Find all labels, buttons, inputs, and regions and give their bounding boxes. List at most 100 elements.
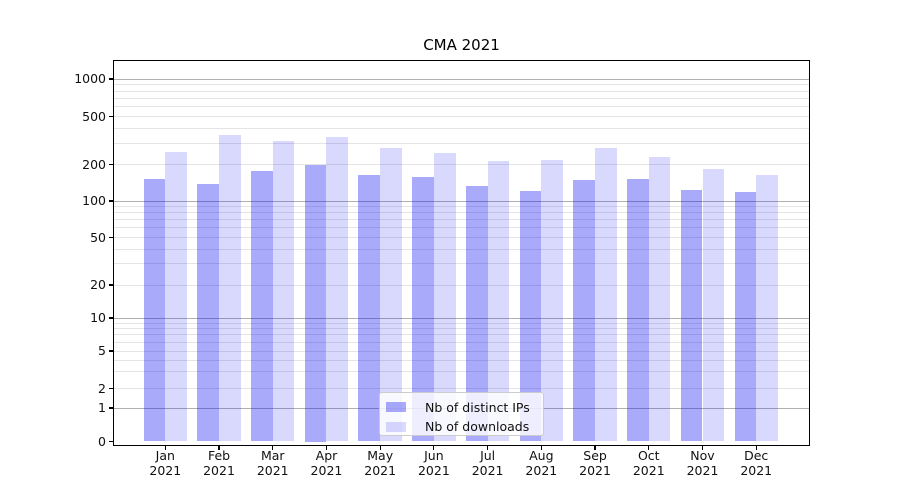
x-tick-label-mar-2021: Mar 2021: [256, 448, 289, 478]
bar-nb-of-downloads-jul-2021: [487, 160, 510, 442]
x-tick-jul-2021: [487, 446, 489, 450]
x-tick-label-jul-2021: Jul 2021: [471, 448, 504, 478]
legend-label-distinct-ips: Nb of distinct IPs: [425, 399, 530, 415]
x-tick-feb-2021: [218, 446, 220, 450]
gridline-minor-700: [113, 97, 810, 99]
x-tick-dec-2021: [755, 446, 757, 450]
y-tick-label-2: 2: [98, 380, 106, 396]
bar-nb-of-downloads-nov-2021: [702, 168, 725, 442]
bar-nb-of-distinct-ips-mar-2021: [251, 171, 273, 442]
x-tick-sep-2021: [594, 446, 596, 450]
legend-swatch-distinct-ips: [386, 402, 406, 412]
y-tick-label-50: 50: [90, 229, 106, 245]
bar-nb-of-downloads-oct-2021: [648, 156, 671, 442]
gridline-minor-8: [113, 328, 810, 330]
y-tick-0: [109, 440, 113, 443]
bar-nb-of-downloads-jun-2021: [433, 153, 456, 442]
gridline-minor-80: [113, 212, 810, 214]
gridline-minor-500: [113, 116, 810, 117]
y-tick-50: [109, 236, 113, 239]
x-tick-mar-2021: [272, 446, 274, 450]
bar-nb-of-downloads-jan-2021: [165, 151, 187, 442]
gridline-minor-3: [113, 371, 810, 373]
bar-nb-of-downloads-mar-2021: [272, 140, 295, 442]
x-tick-aug-2021: [540, 446, 542, 450]
gridline-minor-900: [113, 84, 810, 86]
x-tick-label-sep-2021: Sep 2021: [579, 448, 611, 478]
gridline-minor-4: [113, 359, 810, 361]
bar-nb-of-distinct-ips-feb-2021: [197, 184, 219, 442]
gridline-major-100: [113, 200, 810, 202]
x-tick-apr-2021: [325, 446, 328, 450]
legend-label-downloads: Nb of downloads: [425, 419, 530, 434]
x-tick-nov-2021: [701, 446, 704, 450]
y-tick-label-500: 500: [82, 108, 106, 124]
x-tick-label-nov-2021: Nov 2021: [686, 448, 719, 478]
bar-nb-of-distinct-ips-may-2021: [358, 174, 381, 442]
bar-nb-of-distinct-ips-jan-2021: [143, 178, 166, 442]
gridline-minor-300: [113, 142, 810, 144]
y-tick-label-1: 1: [98, 400, 106, 415]
gridline-minor-7: [113, 334, 810, 336]
x-tick-label-apr-2021: Apr 2021: [310, 448, 343, 478]
bar-nb-of-distinct-ips-jul-2021: [465, 185, 488, 442]
bar-nb-of-distinct-ips-nov-2021: [680, 190, 703, 442]
x-tick-label-oct-2021: Oct 2021: [632, 448, 665, 478]
gridline-minor-800: [113, 90, 810, 92]
y-tick-20: [109, 284, 113, 286]
y-tick-label-1000: 1000: [74, 71, 106, 86]
y-tick-label-0: 0: [98, 433, 106, 449]
gridline-minor-5: [113, 350, 810, 352]
gridline-minor-6: [113, 341, 810, 343]
gridline-minor-90: [113, 206, 810, 208]
bar-nb-of-downloads-aug-2021: [541, 159, 564, 442]
gridline-minor-2: [113, 388, 810, 389]
plot-area-border: [113, 60, 810, 446]
bar-nb-of-distinct-ips-oct-2021: [627, 178, 649, 442]
y-tick-label-100: 100: [82, 193, 106, 208]
x-tick-label-jun-2021: Jun 2021: [417, 448, 450, 478]
x-tick-may-2021: [379, 446, 381, 450]
gridline-minor-70: [113, 219, 810, 221]
x-tick-jun-2021: [433, 446, 435, 450]
gridline-minor-400: [113, 127, 810, 129]
x-tick-oct-2021: [648, 446, 650, 450]
x-tick-label-jan-2021: Jan 2021: [149, 448, 182, 478]
y-tick-500: [109, 115, 113, 118]
y-tick-label-200: 200: [82, 156, 106, 172]
y-tick-2: [109, 387, 113, 390]
bar-nb-of-distinct-ips-aug-2021: [519, 190, 542, 442]
y-tick-10: [109, 317, 113, 319]
x-tick-jan-2021: [164, 446, 166, 450]
y-tick-100: [109, 200, 113, 202]
y-tick-label-10: 10: [90, 310, 106, 325]
gridline-minor-600: [113, 106, 810, 108]
bar-nb-of-distinct-ips-sep-2021: [573, 180, 596, 442]
y-tick-label-5: 5: [98, 343, 106, 358]
y-tick-5: [109, 350, 113, 352]
legend-row-downloads: Nb of downloads: [386, 419, 543, 435]
legend-row-distinct-ips: Nb of distinct IPs: [386, 399, 543, 415]
gridline-minor-200: [113, 164, 810, 165]
gridline-minor-50: [113, 237, 810, 238]
y-tick-1: [109, 407, 113, 409]
gridline-minor-9: [113, 322, 810, 324]
legend-swatch-downloads: [386, 421, 406, 432]
bar-nb-of-downloads-apr-2021: [326, 137, 349, 442]
gridline-minor-40: [113, 248, 810, 250]
gridline-minor-60: [113, 227, 810, 229]
bar-nb-of-downloads-may-2021: [380, 148, 402, 442]
chart-title: CMA 2021: [423, 36, 500, 54]
x-tick-label-may-2021: May 2021: [364, 448, 397, 478]
gridline-major-1000: [113, 78, 810, 80]
gridline-minor-30: [113, 263, 810, 265]
bar-nb-of-distinct-ips-dec-2021: [734, 191, 757, 442]
x-tick-label-feb-2021: Feb 2021: [203, 448, 235, 478]
y-tick-label-20: 20: [90, 277, 106, 292]
y-tick-1000: [109, 78, 113, 80]
bar-nb-of-downloads-sep-2021: [595, 148, 617, 442]
bar-nb-of-distinct-ips-apr-2021: [304, 164, 327, 442]
x-tick-label-dec-2021: Dec 2021: [740, 448, 773, 478]
y-tick-200: [109, 163, 113, 166]
